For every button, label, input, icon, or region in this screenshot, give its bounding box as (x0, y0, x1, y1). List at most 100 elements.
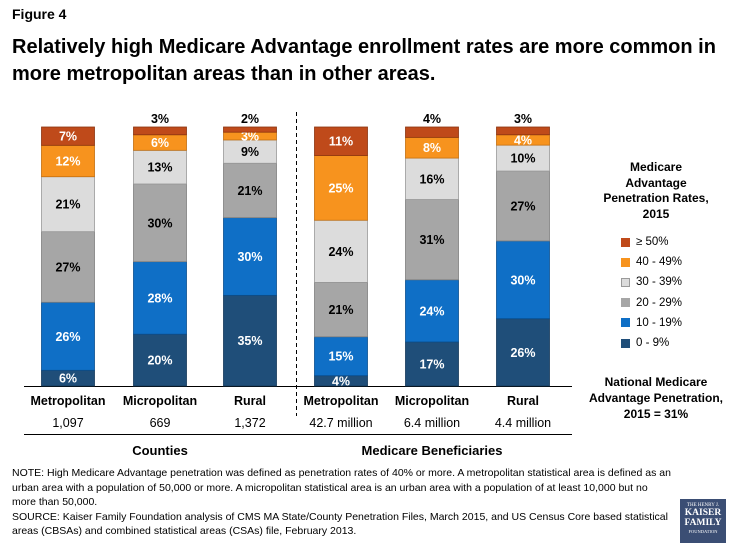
legend-title: Medicare Advantage Penetration Rates, 20… (603, 160, 709, 221)
legend-item: 30 - 39% (621, 272, 682, 292)
kff-logo: THE HENRY J. KAISER FAMILY FOUNDATION (680, 499, 726, 543)
data-label: 26% (510, 346, 535, 360)
legend-swatch (621, 277, 630, 287)
bar-segment (41, 231, 95, 303)
data-label: 3% (151, 112, 169, 126)
group-label: Medicare Beneficiaries (362, 443, 503, 458)
footnote: NOTE: High Medicare Advantage penetratio… (12, 466, 672, 539)
data-label: 4% (423, 112, 441, 126)
data-label: 2% (241, 112, 259, 126)
legend-label: 30 - 39% (636, 276, 683, 289)
data-label: 24% (419, 304, 444, 318)
data-label: 31% (419, 233, 444, 247)
data-label: 30% (147, 216, 172, 230)
data-label: 8% (423, 141, 441, 155)
bar-segment (41, 176, 95, 233)
bar-segment (314, 155, 368, 221)
bar-segment (496, 144, 550, 172)
data-label: 7% (59, 130, 77, 144)
count-label: 6.4 million (404, 416, 460, 430)
count-label: 4.4 million (495, 416, 551, 430)
legend-swatch (621, 318, 630, 328)
data-label: 24% (328, 245, 353, 259)
legend-label: 10 - 19% (636, 316, 683, 329)
bar-segment (41, 144, 95, 178)
legend-label: 0 - 9% (636, 337, 670, 350)
data-label: 6% (59, 372, 77, 386)
legend-swatch (621, 237, 630, 247)
count-label: 42.7 million (309, 416, 372, 430)
logo-line: THE HENRY J. (686, 503, 720, 508)
count-label: 669 (150, 416, 171, 430)
bar-segment (496, 170, 550, 242)
logo-line: FAMILY (684, 518, 722, 528)
legend-item: 40 - 49% (621, 252, 682, 272)
category-label: Micropolitan (123, 394, 197, 408)
legend-label: ≥ 50% (636, 236, 669, 249)
group-label: Counties (132, 443, 188, 458)
legend-item: 20 - 29% (621, 293, 682, 313)
bar-segment (314, 336, 368, 377)
national-penetration-note: National Medicare Advantage Penetration,… (588, 375, 724, 421)
legend-label: 20 - 29% (636, 296, 683, 309)
bar-segment (223, 217, 277, 296)
legend-swatch (621, 298, 630, 308)
bar-segment (405, 341, 459, 387)
bar-segment (405, 279, 459, 343)
data-label: 17% (419, 357, 444, 371)
bar-segment (314, 281, 368, 338)
figure-label: Figure 4 (12, 6, 67, 22)
data-label: 27% (510, 199, 535, 213)
stacked-bar-chart: 6% 26% 27% 21% 12% 7% Metropolitan 1,097 20% 28% 3… (24, 112, 572, 458)
category-label: Micropolitan (395, 394, 469, 408)
data-label: 15% (328, 350, 353, 364)
legend: ≥ 50% 40 - 49% 30 - 39% 20 - 29% 10 - 19… (621, 232, 682, 353)
data-label: 21% (237, 184, 262, 198)
data-label: 4% (332, 374, 350, 388)
bar-segment (133, 149, 187, 185)
bar-segment (314, 219, 368, 283)
bar-segment (314, 126, 368, 156)
data-label: 6% (151, 136, 169, 150)
legend-swatch (621, 257, 630, 267)
data-label: 25% (328, 181, 353, 195)
data-label: 35% (237, 334, 262, 348)
count-label: 1,097 (52, 416, 83, 430)
data-label: 9% (241, 145, 259, 159)
data-label: 26% (55, 330, 80, 344)
bar-segment (133, 333, 187, 387)
bar-segment (133, 126, 187, 136)
data-label: 11% (329, 135, 353, 149)
note-text: NOTE: High Medicare Advantage penetratio… (12, 467, 671, 509)
legend-item: 0 - 9% (621, 333, 682, 353)
legend-label: 40 - 49% (636, 256, 683, 269)
legend-item: 10 - 19% (621, 313, 682, 333)
data-label: 4% (514, 133, 532, 147)
data-label: 30% (510, 273, 535, 287)
data-label: 3% (514, 112, 532, 126)
data-label: 21% (328, 303, 353, 317)
data-label: 20% (147, 354, 172, 368)
bar-segment (41, 301, 95, 371)
category-label: Rural (507, 394, 539, 408)
logo-line: FOUNDATION (688, 529, 718, 534)
category-label: Metropolitan (31, 394, 106, 408)
bar-segment (405, 199, 459, 281)
count-label: 1,372 (234, 416, 265, 430)
chart-title: Relatively high Medicare Advantage enrol… (12, 36, 716, 85)
category-label: Metropolitan (304, 394, 379, 408)
source-text: SOURCE: Kaiser Family Foundation analysi… (12, 510, 668, 538)
bar-segment (223, 162, 277, 219)
bar-segment (405, 126, 459, 138)
data-label: 28% (147, 291, 172, 305)
data-label: 21% (55, 198, 80, 212)
legend-swatch (621, 338, 630, 348)
data-label: 12% (55, 155, 80, 169)
data-label: 13% (147, 161, 172, 175)
data-label: 27% (55, 260, 80, 274)
bar-segment (496, 126, 550, 136)
legend-item: ≥ 50% (621, 232, 682, 252)
data-label: 10% (510, 152, 535, 166)
logo-line: KAISER (684, 508, 722, 518)
bar-segment (41, 126, 95, 146)
